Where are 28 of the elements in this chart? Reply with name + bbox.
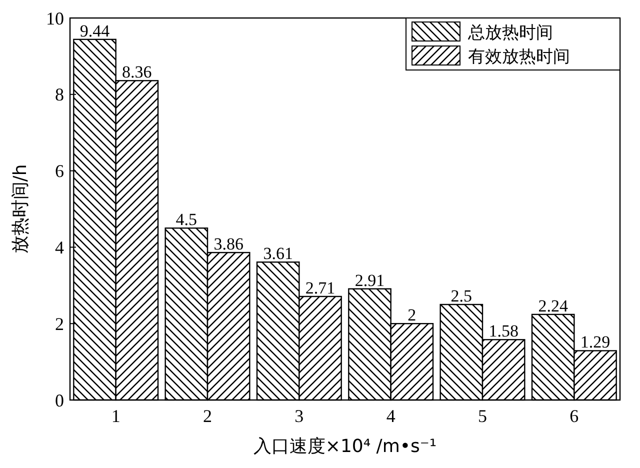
data-label: 3.61 [263, 244, 293, 264]
y-tick-label: 0 [55, 390, 64, 410]
data-label: 2.91 [354, 270, 385, 290]
data-label: 2.71 [305, 278, 336, 298]
y-tick-label: 4 [55, 238, 64, 258]
x-tick-label: 2 [203, 406, 212, 426]
legend-label: 有效放热时间 [468, 46, 570, 67]
data-label: 3.86 [214, 234, 244, 254]
data-label: 2.5 [450, 286, 472, 306]
data-label: 8.36 [122, 62, 152, 82]
x-tick-label: 6 [570, 406, 579, 426]
y-tick-label: 10 [46, 8, 64, 28]
data-label: 2.24 [538, 296, 568, 316]
x-tick-label: 5 [478, 406, 487, 426]
data-label: 4.5 [176, 210, 198, 230]
y-tick-label: 8 [55, 84, 64, 105]
x-tick-label: 3 [294, 406, 304, 426]
data-label: 1.29 [580, 332, 610, 352]
x-tick-label: 4 [386, 406, 396, 426]
x-axis-title: 入口速度×10⁴ /m•s⁻¹ [253, 436, 437, 457]
y-tick-label: 2 [55, 314, 64, 334]
data-label: 1.58 [488, 322, 518, 341]
legend-label: 总放热时间 [467, 22, 553, 43]
y-tick-label: 6 [55, 161, 64, 182]
data-label: 2 [408, 306, 416, 325]
x-tick-label: 1 [111, 406, 120, 426]
y-axis-title: 放热时间/h [10, 164, 31, 254]
data-label: 9.44 [80, 21, 110, 40]
